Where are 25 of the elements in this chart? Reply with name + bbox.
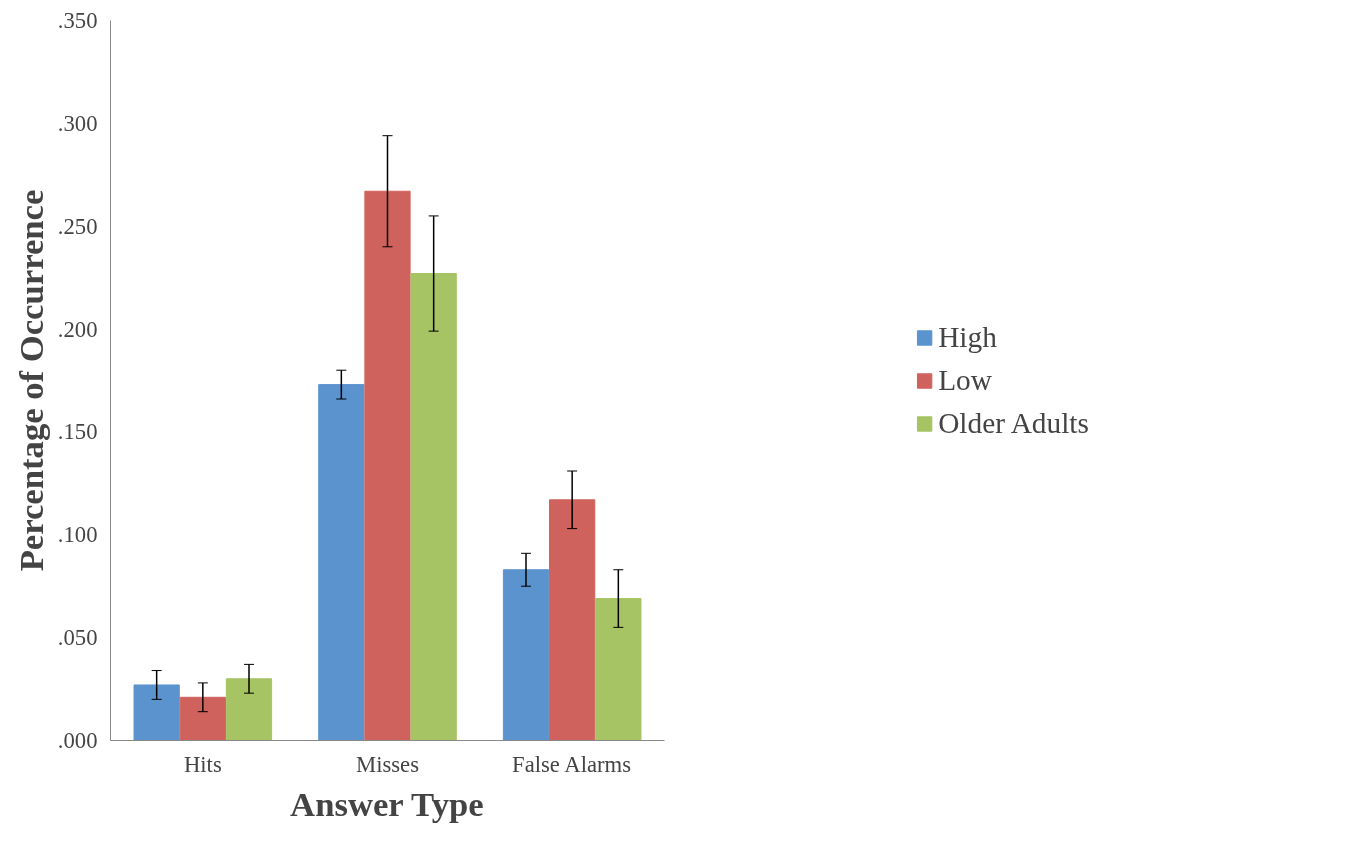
bar [318,384,365,741]
y-tick-label: .100 [57,522,98,548]
x-axis-title: Answer Type [290,784,484,823]
y-tick-label: .050 [57,625,98,651]
bar [225,678,273,741]
y-axis-title: Percentage of Occurrence [11,189,50,572]
bar [179,696,226,741]
legend-label: Older Adults [938,406,1089,440]
bar [502,569,550,741]
bar [549,499,596,741]
y-tick-label: .200 [57,316,98,342]
legend-label: Low [938,363,992,397]
y-tick-label: .350 [57,8,98,33]
y-tick-label: .000 [57,728,98,753]
y-tick-label: .250 [57,213,98,239]
x-tick-label: Hits [183,751,222,777]
x-tick-label: False Alarms [512,751,632,777]
legend-label: High [938,320,997,354]
y-tick-label: .300 [57,110,98,136]
x-tick-label: Misses [356,751,419,777]
y-tick-label: .150 [57,419,98,445]
bar [595,598,642,741]
bar [364,190,411,741]
bar [133,684,180,741]
bar [410,273,457,741]
